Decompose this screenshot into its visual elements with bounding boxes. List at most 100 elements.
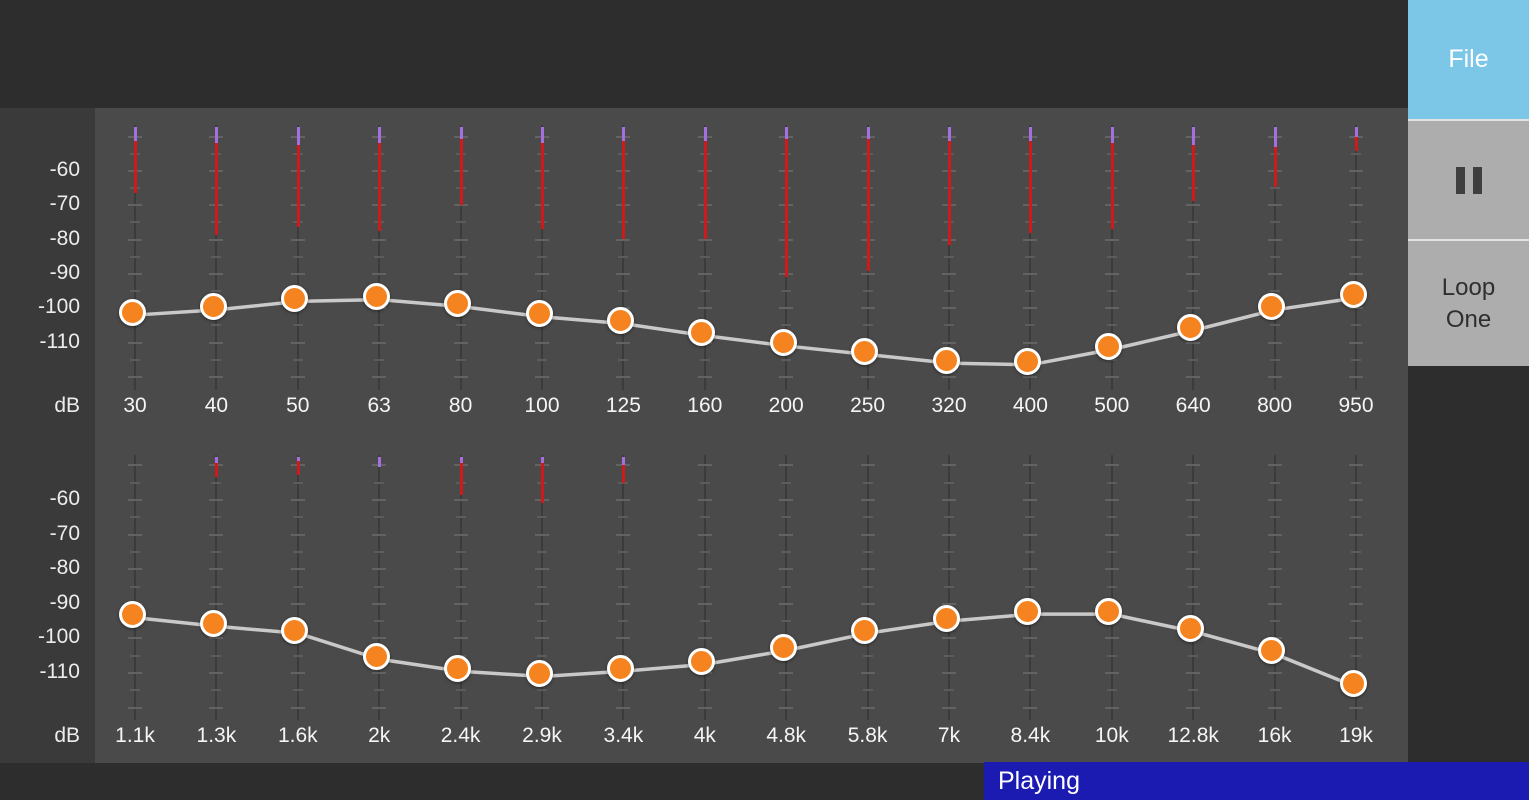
- axis-unit-label: dB: [54, 724, 80, 747]
- slider-tick: [699, 255, 710, 258]
- meter-red: [1029, 141, 1033, 233]
- slider-tick: [130, 654, 140, 657]
- eq-knob-5.8k[interactable]: [851, 616, 879, 644]
- eq-knob-400[interactable]: [1013, 348, 1041, 376]
- slider-tick: [130, 221, 140, 224]
- loop-one-button[interactable]: Loop One: [1408, 241, 1529, 366]
- slider-tick: [1269, 358, 1280, 361]
- slider-tick: [453, 238, 468, 241]
- eq-knob-640[interactable]: [1176, 313, 1204, 341]
- eq-knob-7k[interactable]: [932, 604, 960, 632]
- slider-tick: [616, 341, 631, 344]
- eq-knob-80[interactable]: [444, 289, 472, 317]
- eq-knob-12.8k[interactable]: [1176, 614, 1204, 642]
- slider-tick: [1025, 516, 1036, 519]
- slider-tick: [1269, 689, 1280, 692]
- eq-knob-63[interactable]: [362, 283, 390, 311]
- eq-knob-2k[interactable]: [362, 642, 390, 670]
- slider-tick: [699, 358, 710, 361]
- pause-icon: [1455, 166, 1465, 194]
- slider-tick: [1349, 170, 1363, 172]
- playing-status-bar: Playing: [984, 762, 1529, 800]
- slider-track: [1192, 455, 1195, 720]
- slider-tick: [697, 272, 712, 275]
- slider-tick: [616, 272, 631, 275]
- eq-knob-320[interactable]: [932, 346, 960, 374]
- axis-tick-label: -110: [39, 660, 80, 683]
- freq-label: 400: [1012, 394, 1048, 417]
- eq-knob-10k[interactable]: [1095, 597, 1123, 625]
- slider-tick: [942, 672, 956, 674]
- eq-knob-500[interactable]: [1095, 332, 1123, 360]
- freq-label: 200: [768, 394, 804, 417]
- slider-tick: [860, 706, 875, 709]
- slider-tick: [944, 516, 954, 519]
- slider-tick: [618, 550, 629, 553]
- eq-knob-3.4k[interactable]: [606, 654, 634, 682]
- slider-tick: [1349, 238, 1363, 241]
- slider-tick: [1104, 464, 1119, 467]
- eq-knob-200[interactable]: [769, 329, 797, 357]
- slider-tick: [1351, 516, 1361, 519]
- eq-knob-2.9k[interactable]: [525, 659, 553, 687]
- eq-knob-950[interactable]: [1339, 281, 1367, 309]
- eq-knob-250[interactable]: [851, 338, 879, 365]
- slider-tick: [209, 706, 224, 709]
- slider-tick: [1025, 585, 1036, 588]
- slider-tick: [1106, 481, 1117, 484]
- slider-tick: [1349, 204, 1363, 207]
- slider-tick: [699, 481, 710, 484]
- eq-knob-4.8k[interactable]: [769, 634, 797, 661]
- slider-tick: [781, 585, 792, 588]
- slider-tick: [1025, 324, 1036, 327]
- slider-tick: [128, 706, 142, 709]
- eq-knob-100[interactable]: [525, 300, 553, 328]
- eq-knob-2.4k[interactable]: [444, 654, 472, 682]
- eq-knob-30[interactable]: [118, 298, 146, 326]
- slider-tick: [1106, 585, 1117, 588]
- eq-knob-19k[interactable]: [1339, 670, 1367, 698]
- slider-tick: [860, 375, 875, 378]
- eq-knob-50[interactable]: [281, 284, 309, 312]
- eq-knob-8.4k[interactable]: [1013, 597, 1041, 625]
- meter-red: [541, 463, 544, 503]
- slider-tick: [1104, 672, 1119, 674]
- eq-knob-1.1k[interactable]: [118, 601, 146, 629]
- slider-tick: [618, 516, 629, 519]
- slider-tick: [130, 585, 140, 588]
- meter-purple: [541, 127, 544, 143]
- slider-tick: [860, 533, 875, 536]
- eq-knob-1.3k[interactable]: [199, 609, 227, 637]
- meter-purple: [866, 127, 870, 139]
- slider-tick: [535, 568, 549, 571]
- slider-track: [378, 455, 381, 720]
- slider-tick: [211, 585, 222, 588]
- freq-label: 4.8k: [766, 724, 807, 747]
- slider-tick: [618, 255, 629, 258]
- slider-track: [948, 455, 950, 720]
- slider-tick: [942, 341, 956, 344]
- slider-tick: [1269, 550, 1280, 553]
- slider-tick: [1351, 255, 1361, 258]
- slider-track: [215, 455, 218, 720]
- eq-knob-4k[interactable]: [688, 647, 716, 675]
- slider-tick: [537, 620, 547, 623]
- slider-tick: [1023, 464, 1038, 467]
- meter-red: [215, 463, 219, 477]
- slider-tick: [1349, 375, 1363, 378]
- slider-track: [703, 455, 706, 720]
- slider-tick: [1186, 602, 1201, 605]
- file-button[interactable]: File: [1408, 0, 1529, 119]
- slider-tick: [699, 689, 710, 692]
- slider-track: [1355, 455, 1357, 720]
- eq-knob-125[interactable]: [606, 307, 634, 335]
- freq-label: 950: [1338, 394, 1374, 417]
- freq-label: 1.3k: [196, 724, 237, 747]
- slider-tick: [697, 375, 712, 378]
- freq-label: 3.4k: [603, 724, 644, 747]
- pause-button[interactable]: [1408, 121, 1529, 239]
- eq-knob-1.6k[interactable]: [281, 616, 309, 644]
- slider-tick: [1349, 272, 1363, 275]
- slider-tick: [372, 672, 387, 674]
- freq-label: 40: [204, 394, 229, 417]
